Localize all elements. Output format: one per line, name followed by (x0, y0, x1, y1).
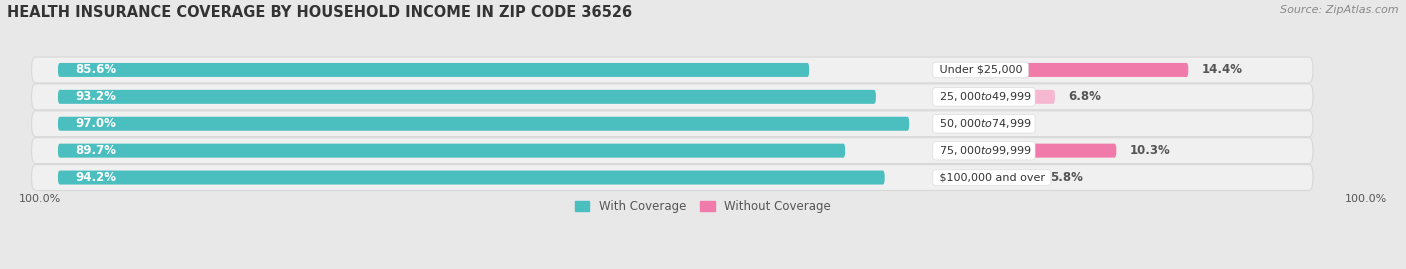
Text: Source: ZipAtlas.com: Source: ZipAtlas.com (1281, 5, 1399, 15)
Text: HEALTH INSURANCE COVERAGE BY HOUSEHOLD INCOME IN ZIP CODE 36526: HEALTH INSURANCE COVERAGE BY HOUSEHOLD I… (7, 5, 633, 20)
Text: 100.0%: 100.0% (18, 194, 60, 204)
FancyBboxPatch shape (935, 144, 1116, 158)
FancyBboxPatch shape (935, 117, 988, 131)
FancyBboxPatch shape (31, 111, 1313, 137)
FancyBboxPatch shape (58, 171, 884, 185)
Text: 14.4%: 14.4% (1202, 63, 1243, 76)
Text: 93.2%: 93.2% (76, 90, 117, 103)
Text: 6.8%: 6.8% (1069, 90, 1101, 103)
FancyBboxPatch shape (31, 138, 1313, 164)
Text: 94.2%: 94.2% (76, 171, 117, 184)
Text: 3.0%: 3.0% (1001, 117, 1033, 130)
Text: Under $25,000: Under $25,000 (935, 65, 1025, 75)
FancyBboxPatch shape (31, 57, 1313, 83)
FancyBboxPatch shape (58, 90, 876, 104)
Text: 10.3%: 10.3% (1129, 144, 1170, 157)
Text: $50,000 to $74,999: $50,000 to $74,999 (935, 117, 1032, 130)
Legend: With Coverage, Without Coverage: With Coverage, Without Coverage (575, 200, 831, 213)
Text: $75,000 to $99,999: $75,000 to $99,999 (935, 144, 1032, 157)
FancyBboxPatch shape (935, 90, 1054, 104)
Text: 100.0%: 100.0% (1346, 194, 1388, 204)
Text: 85.6%: 85.6% (76, 63, 117, 76)
Text: 97.0%: 97.0% (76, 117, 117, 130)
Text: $100,000 and over: $100,000 and over (935, 172, 1047, 183)
FancyBboxPatch shape (935, 63, 1188, 77)
Text: 89.7%: 89.7% (76, 144, 117, 157)
FancyBboxPatch shape (58, 144, 845, 158)
Text: $25,000 to $49,999: $25,000 to $49,999 (935, 90, 1032, 103)
Text: 5.8%: 5.8% (1050, 171, 1084, 184)
FancyBboxPatch shape (58, 117, 910, 131)
FancyBboxPatch shape (935, 171, 1038, 185)
FancyBboxPatch shape (31, 165, 1313, 190)
FancyBboxPatch shape (31, 84, 1313, 110)
FancyBboxPatch shape (58, 63, 810, 77)
